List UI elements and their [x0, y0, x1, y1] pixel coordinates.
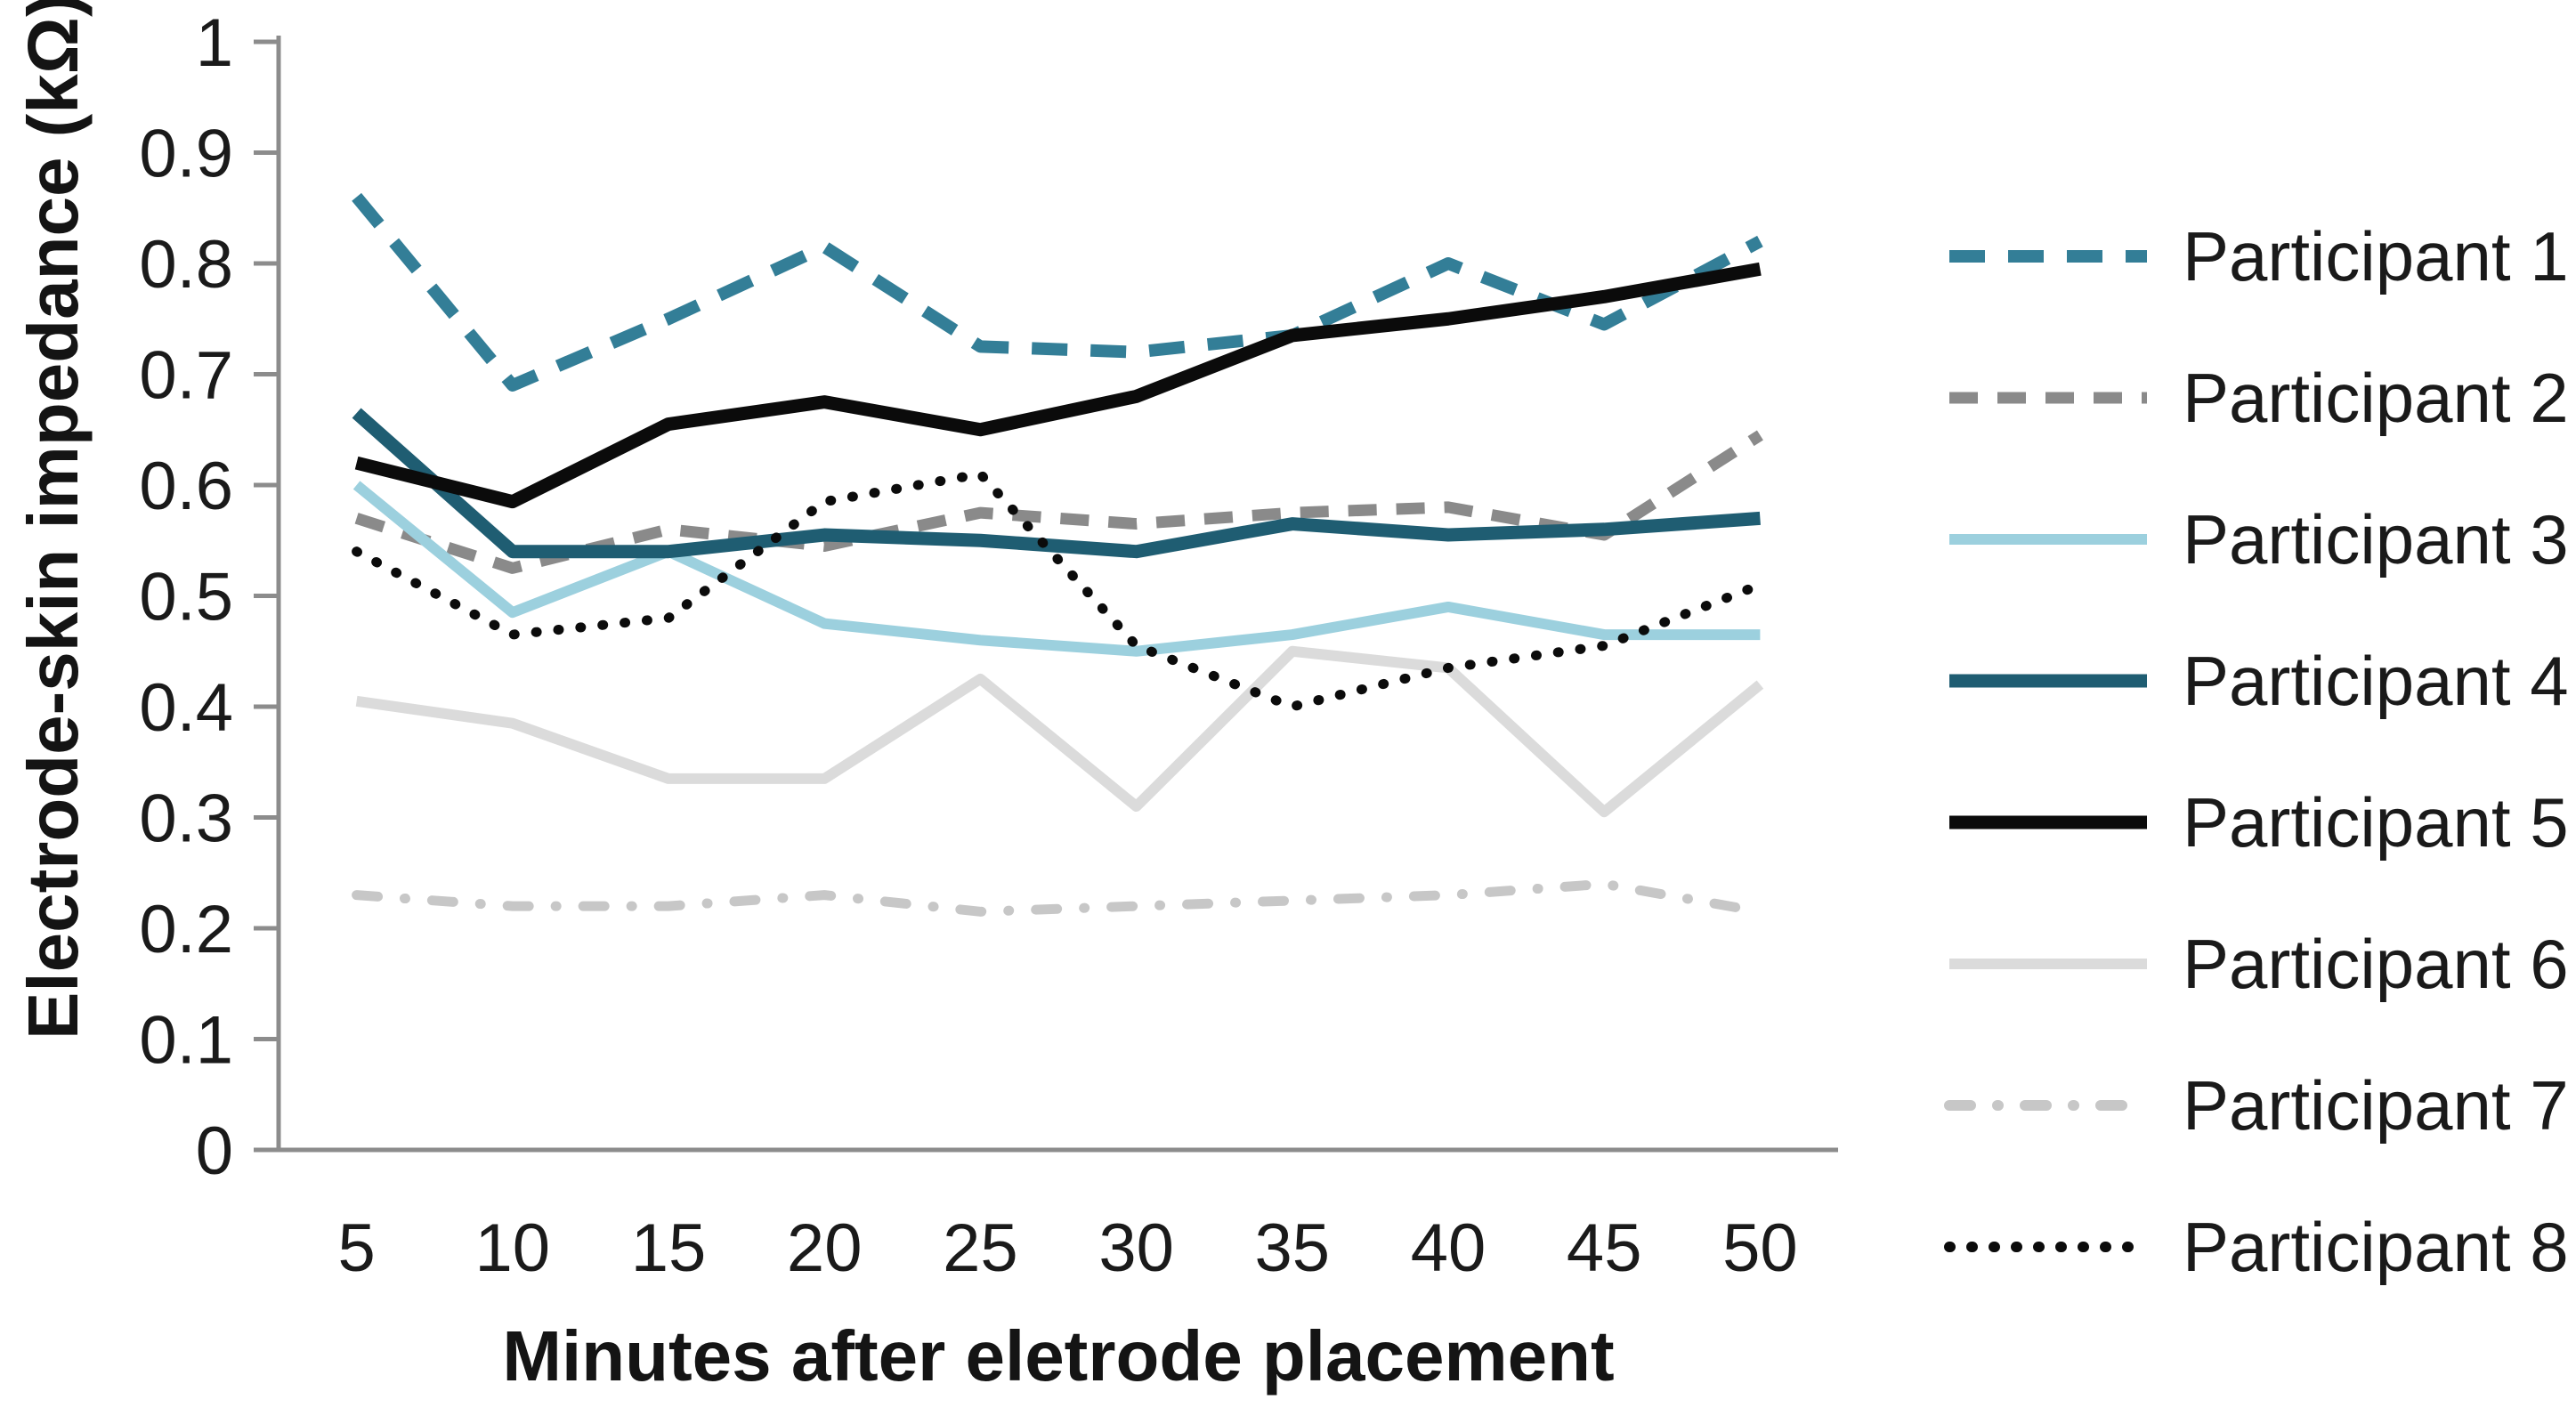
series-line-participant-3	[352, 481, 1761, 657]
x-tick-label: 20	[787, 1210, 863, 1286]
x-tick-label: 30	[1098, 1210, 1174, 1286]
y-tick-label: 0.4	[139, 670, 233, 746]
series-line-participant-6	[355, 645, 1764, 818]
y-tick-label: 0	[196, 1113, 233, 1189]
y-tick-label: 1	[196, 5, 233, 81]
x-tick-label: 40	[1411, 1210, 1486, 1286]
y-tick-label: 0.9	[139, 117, 233, 192]
x-tick-label: 50	[1722, 1210, 1798, 1286]
series-line-participant-5	[354, 262, 1762, 509]
series-line-participant-4	[352, 408, 1761, 559]
x-tick-label: 35	[1255, 1210, 1331, 1286]
legend-label-participant-6: Participant 6	[2183, 925, 2569, 1003]
legend-label-participant-2: Participant 2	[2183, 359, 2569, 437]
x-tick-label: 45	[1567, 1210, 1642, 1286]
x-tick-label: 15	[631, 1210, 707, 1286]
y-tick-label: 0.7	[139, 338, 233, 414]
legend-label-participant-8: Participant 8	[2183, 1208, 2569, 1286]
series-line-participant-8	[352, 469, 1765, 712]
y-tick-label: 0.1	[139, 1003, 233, 1079]
y-tick-label: 0.3	[139, 781, 233, 857]
legend-label-participant-4: Participant 4	[2183, 642, 2569, 720]
x-tick-label: 5	[337, 1210, 375, 1286]
x-axis-title: Minutes after eletrode placement	[502, 1316, 1615, 1396]
y-tick-label: 0.5	[139, 560, 233, 635]
legend-label-participant-1: Participant 1	[2183, 217, 2569, 295]
legend-label-participant-5: Participant 5	[2183, 783, 2569, 862]
x-tick-label: 25	[943, 1210, 1018, 1286]
legend-label-participant-7: Participant 7	[2183, 1066, 2569, 1145]
legend-label-participant-3: Participant 3	[2183, 500, 2569, 579]
y-tick-label: 0.6	[139, 449, 233, 524]
x-tick-label: 10	[475, 1210, 551, 1286]
series-line-participant-7	[352, 878, 1765, 917]
y-tick-label: 0.2	[139, 892, 233, 967]
series-line-participant-1	[352, 192, 1763, 392]
y-axis-title: Electrode-skin impedance (kΩ)	[13, 0, 93, 1040]
y-tick-label: 0.8	[139, 227, 233, 303]
